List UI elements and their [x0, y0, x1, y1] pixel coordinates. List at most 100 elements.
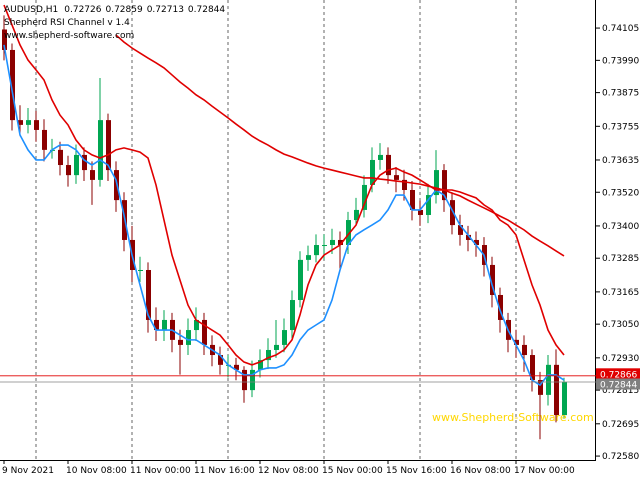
y-tick-label: 0.73875	[602, 89, 639, 99]
indicator-line	[3, 4, 565, 366]
candle-body	[450, 200, 455, 226]
x-tick-label: 11 Nov 16:00	[194, 466, 255, 476]
candle-body	[202, 319, 207, 345]
y-tick-label: 0.72695	[602, 420, 639, 430]
candle-body	[522, 344, 527, 356]
candle-body	[322, 245, 327, 247]
candle-body	[66, 165, 71, 176]
indicator-line	[115, 34, 565, 257]
candle-body	[370, 159, 375, 185]
candle-body	[146, 269, 151, 320]
candle-body	[90, 170, 95, 180]
candle-body	[530, 355, 535, 381]
candle-body	[514, 339, 519, 345]
candle-body	[186, 330, 191, 345]
candle-body	[474, 239, 479, 246]
candle-body	[250, 369, 255, 391]
candle-body	[266, 349, 271, 361]
close-price: 0.72844	[188, 5, 225, 15]
candle-body	[346, 220, 351, 246]
y-tick-label: 0.73990	[602, 56, 639, 66]
x-tick-label: 17 Nov 00:00	[514, 466, 575, 476]
x-tick-label: 10 Nov 08:00	[66, 466, 127, 476]
candle-body	[338, 239, 343, 246]
price-label-box	[596, 368, 640, 380]
candle-body	[42, 129, 47, 150]
candle-body	[442, 170, 447, 201]
x-tick-label: 16 Nov 08:00	[450, 466, 511, 476]
plot-area	[2, 0, 567, 460]
candle-body	[154, 319, 159, 331]
candle-body	[242, 369, 247, 391]
y-tick-label: 0.72815	[602, 386, 639, 396]
candle-body	[34, 120, 39, 130]
candle-body	[298, 259, 303, 301]
candle-body	[538, 380, 543, 395]
candle-body	[306, 255, 311, 260]
y-tick-label: 0.73050	[602, 320, 639, 330]
website: www.shepherd-software.com	[4, 31, 134, 41]
candle-body	[258, 360, 263, 370]
candle-body	[434, 170, 439, 196]
price-label-box	[596, 378, 640, 390]
x-tick-label: 11 Nov 00:00	[130, 466, 191, 476]
candle-body	[82, 154, 87, 171]
x-tick-label: 15 Nov 16:00	[386, 466, 447, 476]
y-tick-label: 0.73165	[602, 288, 639, 298]
y-tick-label: 0.72930	[602, 354, 639, 364]
candle-body	[18, 120, 23, 125]
y-tick-label: 0.73285	[602, 254, 639, 264]
y-tick-label: 0.73635	[602, 156, 639, 166]
y-tick-label: 0.73400	[602, 222, 639, 232]
candle-body	[378, 154, 383, 160]
header: AUDUSD,H1 0.72726 0.72859 0.72713 0.72844	[4, 5, 225, 15]
candle-body	[98, 120, 103, 180]
high-price: 0.72859	[105, 5, 142, 15]
candle-body	[194, 319, 199, 331]
candle-body	[162, 319, 167, 331]
x-tick-label: 12 Nov 08:00	[258, 466, 319, 476]
candle-body	[418, 209, 423, 215]
candle-body	[490, 264, 495, 295]
open-price: 0.72726	[64, 5, 101, 15]
candle-body	[314, 245, 319, 256]
candle-body	[178, 339, 183, 345]
price-label: 0.72866	[600, 370, 637, 380]
candle-body	[386, 154, 391, 176]
indicator-line	[3, 44, 565, 387]
candle-body	[466, 234, 471, 240]
candle-body	[498, 294, 503, 320]
candle-body	[2, 29, 7, 50]
y-tick-label: 0.73755	[602, 122, 639, 132]
price-label: 0.72844	[600, 380, 637, 390]
y-tick-label: 0.74105	[602, 24, 639, 34]
candle-body	[26, 120, 31, 125]
candle-body	[426, 195, 431, 215]
candle-body	[362, 184, 367, 210]
candle-body	[290, 300, 295, 331]
indicator-name: Shepherd RSI Channel v 1.4	[4, 18, 130, 28]
x-tick-label: 9 Nov 2021	[2, 466, 54, 476]
candle-body	[562, 381, 567, 416]
candle-body	[546, 364, 551, 395]
candle-body	[282, 330, 287, 345]
symbol: AUDUSD,H1	[4, 5, 58, 15]
candle-body	[458, 225, 463, 235]
candle-body	[10, 49, 15, 121]
y-tick-label: 0.72580	[602, 452, 639, 462]
candle-body	[138, 269, 143, 271]
candle-body	[402, 179, 407, 191]
candle-body	[554, 364, 559, 416]
y-tick-label: 0.73520	[602, 188, 639, 198]
candle-body	[274, 344, 279, 350]
candle-body	[354, 209, 359, 221]
candle-body	[234, 364, 239, 370]
candle-body	[330, 239, 335, 246]
candle-body	[106, 120, 111, 171]
candle-body	[74, 154, 79, 176]
candle-body	[410, 190, 415, 210]
candle-body	[394, 175, 399, 180]
